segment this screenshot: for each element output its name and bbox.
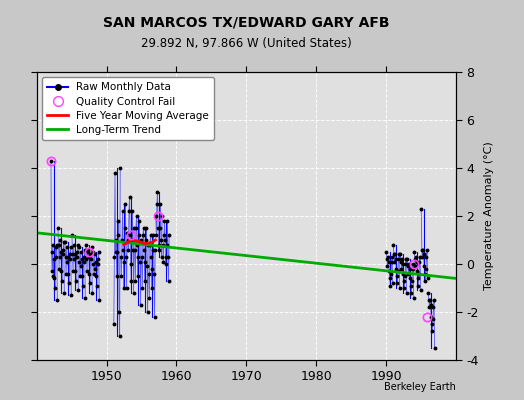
Title: 29.892 N, 97.866 W (United States): 29.892 N, 97.866 W (United States) bbox=[141, 37, 352, 50]
Text: Berkeley Earth: Berkeley Earth bbox=[384, 382, 456, 392]
Legend: Raw Monthly Data, Quality Control Fail, Five Year Moving Average, Long-Term Tren: Raw Monthly Data, Quality Control Fail, … bbox=[42, 77, 214, 140]
Y-axis label: Temperature Anomaly (°C): Temperature Anomaly (°C) bbox=[484, 142, 494, 290]
Text: SAN MARCOS TX/EDWARD GARY AFB: SAN MARCOS TX/EDWARD GARY AFB bbox=[103, 16, 389, 30]
